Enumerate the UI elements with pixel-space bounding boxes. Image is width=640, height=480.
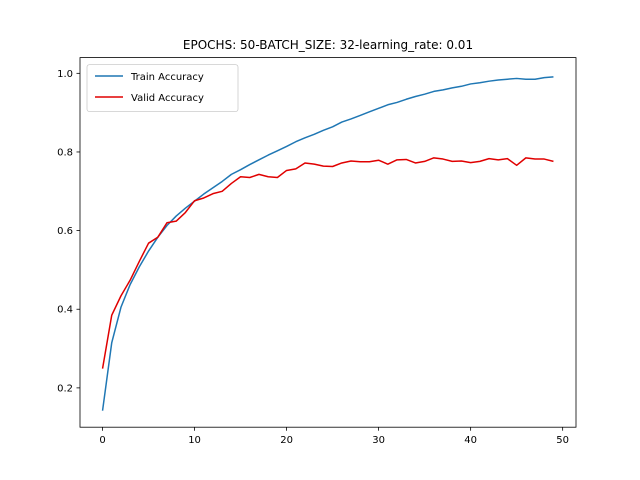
legend-label-valid-accuracy: Valid Accuracy	[131, 93, 204, 104]
legend: Train Accuracy Valid Accuracy	[86, 64, 239, 112]
y-tick-label: 0.4	[57, 305, 73, 316]
x-tick-label: 0	[99, 435, 105, 446]
x-tick-label: 50	[556, 435, 569, 446]
y-tick-label: 0.6	[57, 226, 73, 237]
series-line-valid-accuracy	[101, 157, 554, 369]
x-tick-label: 30	[372, 435, 385, 446]
y-tick-label: 0.2	[57, 383, 73, 394]
x-tick-label: 20	[280, 435, 293, 446]
x-tick-label: 40	[464, 435, 477, 446]
y-tick-label: 0.8	[57, 147, 73, 158]
legend-label-train-accuracy: Train Accuracy	[130, 72, 204, 83]
series-line-train-accuracy	[101, 76, 554, 411]
plot-frame	[79, 57, 577, 428]
x-axis: 0 10 20 30 40 50	[99, 427, 569, 446]
chart-title: EPOCHS: 50-BATCH_SIZE: 32-learning_rate:…	[183, 38, 473, 52]
legend-frame	[86, 64, 239, 112]
plot-lines	[101, 76, 554, 411]
y-axis: 0.2 0.4 0.6 0.8 1.0	[57, 69, 80, 394]
x-tick-label: 10	[188, 435, 201, 446]
y-tick-label: 1.0	[57, 69, 73, 80]
